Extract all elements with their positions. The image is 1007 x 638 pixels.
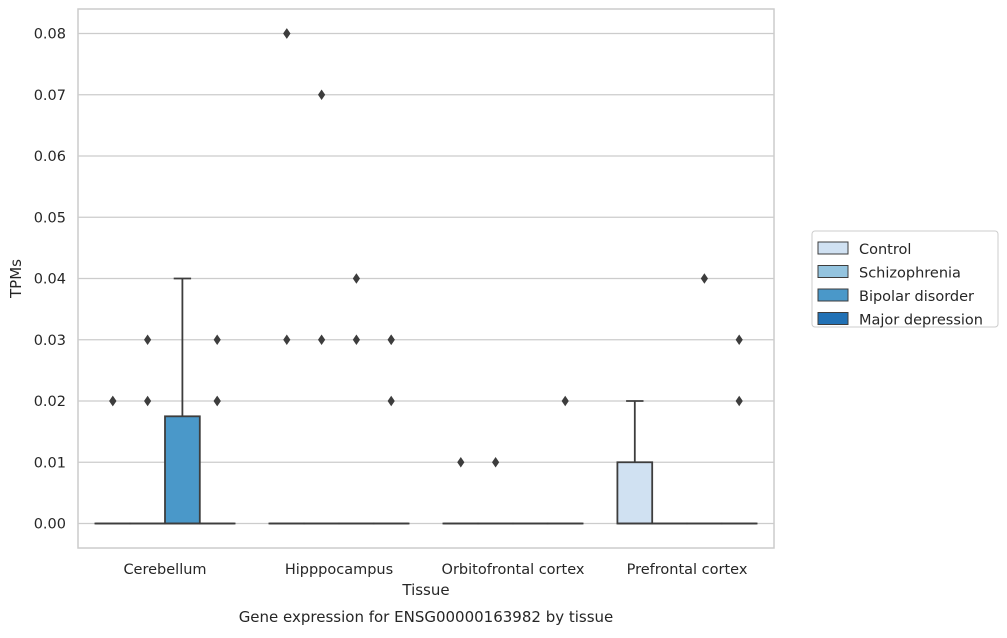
outlier-point: [144, 335, 151, 345]
y-tick-label: 0.07: [34, 88, 66, 104]
x-axis-label: Tissue: [401, 581, 449, 599]
outlier-point: [353, 273, 360, 283]
outlier-point: [283, 335, 290, 345]
legend-swatch: [818, 313, 848, 325]
y-tick-label: 0.01: [34, 455, 66, 471]
y-tick-label: 0.03: [34, 333, 66, 349]
y-tick-labels: 0.00 0.01 0.02 0.03 0.04 0.05 0.06 0.07 0.08: [34, 27, 66, 533]
outlier-point: [318, 335, 325, 345]
outlier-point: [388, 335, 395, 345]
outlier-point: [701, 273, 708, 283]
y-tick-label: 0.00: [34, 517, 66, 533]
x-tick-label-hipppocampus: Hipppocampus: [285, 562, 393, 578]
outlier-point: [736, 335, 743, 345]
legend-label: Control: [859, 242, 911, 258]
outlier-point: [144, 396, 151, 406]
legend-swatch: [818, 289, 848, 301]
box-control-prefrontal-cortex: [617, 401, 652, 524]
outlier-point: [492, 457, 499, 467]
y-tick-label: 0.04: [34, 272, 66, 288]
outlier-point: [109, 396, 116, 406]
legend-label: Major depression: [859, 313, 983, 329]
outlier-point: [388, 396, 395, 406]
legend-swatch: [818, 266, 848, 278]
outlier-point: [214, 335, 221, 345]
outlier-point: [283, 28, 290, 38]
x-tick-label-orbitofrontal-cortex: Orbitofrontal cortex: [442, 562, 585, 578]
outlier-point: [736, 396, 743, 406]
legend-label: Schizophrenia: [859, 266, 961, 282]
outlier-point: [562, 396, 569, 406]
x-tick-label-prefrontal-cortex: Prefrontal cortex: [627, 562, 748, 578]
box-body: [165, 416, 200, 523]
legend-swatch: [818, 242, 848, 254]
outlier-point: [457, 457, 464, 467]
box-body: [617, 462, 652, 523]
outlier-point: [353, 335, 360, 345]
y-tick-label: 0.02: [34, 394, 66, 410]
y-axis-label: TPMs: [7, 259, 25, 299]
y-tick-label: 0.06: [34, 149, 66, 165]
y-tick-label: 0.08: [34, 27, 66, 43]
x-tick-labels: Cerebellum Hipppocampus Orbitofrontal cort…: [123, 562, 747, 578]
y-tick-label: 0.05: [34, 210, 66, 226]
outlier-point: [318, 90, 325, 100]
legend-label: Bipolar disorder: [859, 289, 974, 305]
x-tick-label-cerebellum: Cerebellum: [123, 562, 206, 578]
outlier-point: [214, 396, 221, 406]
legend: Control Schizophrenia Bipolar disorder Majo…: [812, 231, 998, 329]
chart-caption: Gene expression for ENSG00000163982 by t…: [239, 608, 614, 626]
